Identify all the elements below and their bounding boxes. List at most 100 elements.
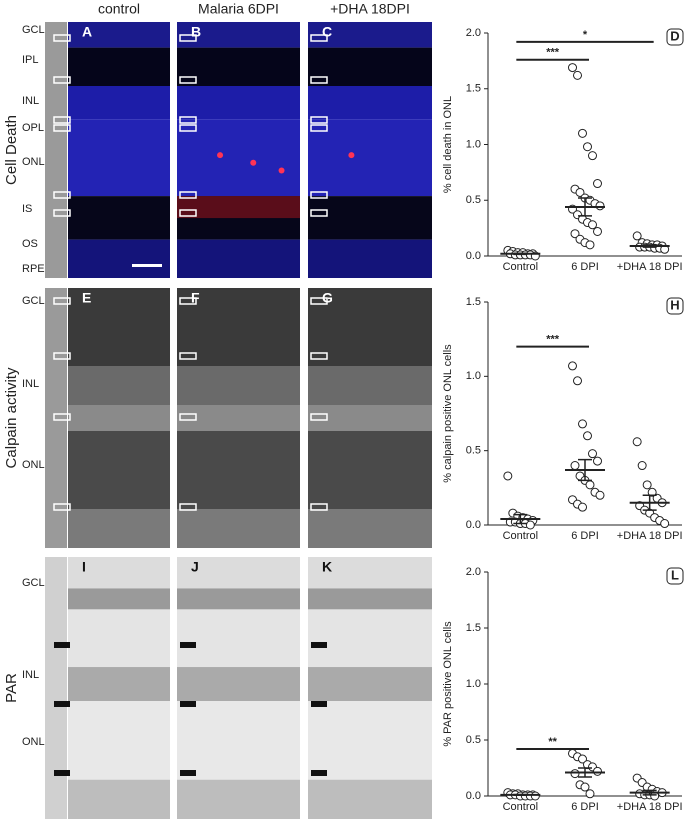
data-point xyxy=(593,456,602,466)
error-bar xyxy=(513,793,528,796)
error-bar xyxy=(642,244,657,248)
layer-marker xyxy=(54,770,70,776)
x-tick-label: +DHA 18 DPI xyxy=(617,801,683,813)
panel-letter: L xyxy=(671,567,679,582)
retina-band xyxy=(308,701,432,780)
data-point xyxy=(595,490,605,500)
panel-letter: I xyxy=(82,559,86,575)
data-point xyxy=(647,487,657,497)
tunel-spot xyxy=(217,152,224,159)
significance-label: *** xyxy=(546,334,560,346)
data-point xyxy=(588,151,597,161)
y-axis-label: % cell death in ONL xyxy=(442,96,454,193)
data-point xyxy=(595,201,605,211)
data-point xyxy=(578,419,587,429)
layer-marker xyxy=(310,413,328,421)
retina-band xyxy=(177,119,300,197)
y-tick-label: 1.5 xyxy=(466,622,481,634)
retina-band xyxy=(68,557,170,589)
y-tick-label: 0.5 xyxy=(466,445,481,457)
layer-marker xyxy=(54,642,70,648)
layer-marker xyxy=(53,209,71,217)
layer-marker xyxy=(180,701,196,707)
retina-band xyxy=(177,701,300,780)
data-point xyxy=(585,240,595,250)
retina-band xyxy=(68,667,170,702)
retina-band xyxy=(177,86,300,120)
layer-marker xyxy=(179,124,197,132)
data-point xyxy=(632,437,642,447)
retina-band xyxy=(177,509,300,548)
retina-band xyxy=(68,509,170,548)
significance-label: * xyxy=(583,29,588,41)
layer-marker xyxy=(311,770,327,776)
tunel-spot xyxy=(278,167,285,174)
y-tick-label: 1.0 xyxy=(466,138,481,150)
y-tick-label: 0.5 xyxy=(466,194,481,206)
layer-marker xyxy=(54,701,70,707)
retina-band xyxy=(308,22,432,48)
y-axis-label: % PAR positive ONL cells xyxy=(442,621,454,747)
retina-band xyxy=(177,557,300,589)
layer-label: ONL xyxy=(22,459,45,471)
layer-marker xyxy=(310,352,328,360)
retina-band xyxy=(308,119,432,197)
x-tick-label: Control xyxy=(503,530,538,542)
y-tick-label: 1.5 xyxy=(466,83,481,95)
row-label: Calpain activity xyxy=(3,367,20,468)
layer-marker xyxy=(180,642,196,648)
retina-band xyxy=(177,779,300,819)
retina-band xyxy=(177,405,300,431)
data-point xyxy=(593,179,602,189)
data-point xyxy=(578,754,587,764)
layer-marker xyxy=(310,76,328,84)
layer-label: IS xyxy=(22,203,32,215)
retina-band xyxy=(68,196,170,240)
panel-letter: E xyxy=(82,290,91,306)
column-header: control xyxy=(98,1,140,17)
data-point xyxy=(570,461,580,471)
row-label: PAR xyxy=(3,673,20,703)
layer-marker xyxy=(310,503,328,511)
retina-band xyxy=(308,366,432,405)
layer-label: GCL xyxy=(22,295,45,307)
panel-letter-box xyxy=(666,567,684,585)
error-bar xyxy=(513,252,528,256)
layer-marker xyxy=(179,116,197,124)
retina-band xyxy=(68,86,170,120)
tunel-spot xyxy=(348,152,355,159)
data-point xyxy=(632,231,642,241)
retina-band xyxy=(68,609,170,668)
layer-label: OS xyxy=(22,238,38,250)
retina-band xyxy=(68,119,170,197)
retina-band xyxy=(177,288,300,366)
error-bar xyxy=(578,458,592,482)
retina-band xyxy=(308,557,432,589)
layer-marker xyxy=(179,297,197,305)
data-point xyxy=(593,766,602,776)
y-tick-label: 0.0 xyxy=(466,519,481,531)
panel-letter: D xyxy=(670,28,679,43)
x-tick-label: +DHA 18 DPI xyxy=(617,261,683,273)
retina-band xyxy=(177,366,300,405)
layer-marker xyxy=(310,209,328,217)
layer-marker xyxy=(53,191,71,199)
tunel-spot xyxy=(250,159,257,166)
layer-marker xyxy=(53,352,71,360)
retina-band xyxy=(308,431,432,509)
layer-label: INL xyxy=(22,669,39,681)
data-point xyxy=(568,361,577,371)
y-tick-label: 1.0 xyxy=(466,370,481,382)
data-point xyxy=(588,449,597,459)
retina-band xyxy=(68,701,170,780)
data-point xyxy=(570,229,580,239)
data-point xyxy=(583,431,592,441)
layer-label: IPL xyxy=(22,54,39,66)
layer-marker xyxy=(179,34,197,42)
layer-marker xyxy=(53,413,71,421)
error-bar xyxy=(578,197,592,217)
retina-strip xyxy=(45,557,67,819)
retina-band xyxy=(308,779,432,819)
error-bar xyxy=(513,513,528,525)
